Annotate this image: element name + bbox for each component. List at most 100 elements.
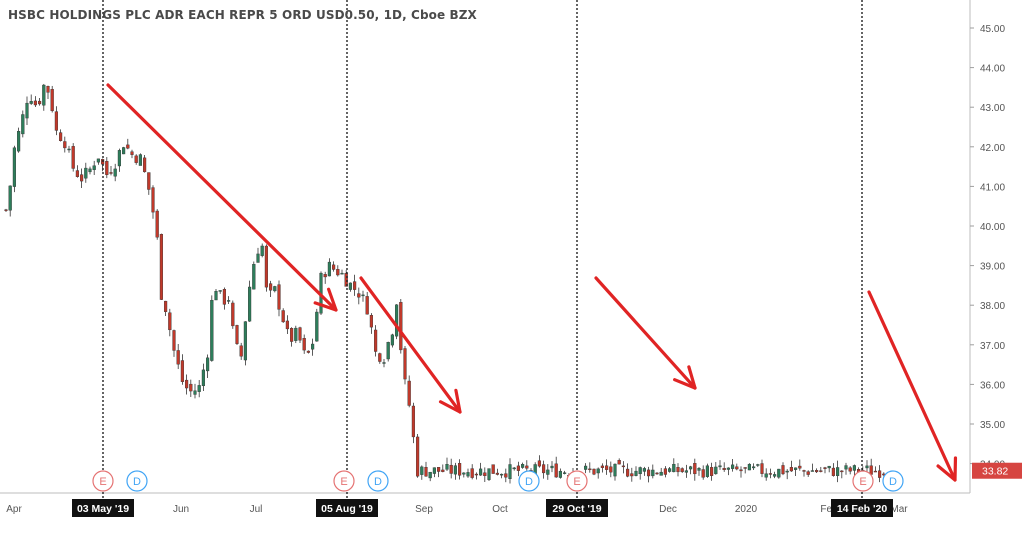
candle-body [848, 467, 852, 472]
candle-body [151, 187, 155, 213]
candle-body [71, 146, 75, 169]
candle-body [8, 185, 12, 211]
candle-body [768, 473, 772, 475]
candle-body [873, 470, 877, 473]
candle-body [588, 468, 592, 471]
candle-body [642, 468, 646, 472]
candle-body [214, 291, 218, 301]
candle-body [831, 467, 835, 476]
price-tick-label: 43.00 [980, 103, 1005, 114]
candle-body [231, 302, 235, 327]
candle-body [407, 380, 411, 406]
candle-body [794, 467, 798, 470]
candle-body [827, 465, 831, 469]
candle-body [663, 468, 667, 475]
price-tick-label: 41.00 [980, 182, 1005, 193]
candle-body [747, 463, 751, 471]
trend-arrow-line [594, 276, 697, 390]
candle-body [474, 473, 478, 476]
candle-body [697, 468, 701, 471]
earnings-marker[interactable] [92, 470, 114, 492]
event-date-label: 05 Aug '19 [321, 503, 373, 515]
dividend-marker-letter: D [374, 476, 382, 488]
earnings-marker[interactable] [852, 470, 874, 492]
candle-body [378, 353, 382, 362]
candle-body [327, 261, 331, 277]
candle-body [134, 155, 138, 163]
candle-body [357, 293, 361, 298]
dividend-marker-letter: D [525, 476, 533, 488]
candle-body [155, 210, 159, 238]
candle-body [4, 209, 8, 211]
candle-body [495, 472, 499, 475]
candle-body [630, 473, 634, 477]
candle-body [25, 102, 29, 119]
candle-body [96, 158, 100, 163]
candle-body [731, 464, 735, 469]
candle-body [781, 465, 785, 475]
candle-body [613, 463, 617, 477]
candle-body [374, 329, 378, 352]
candle-body [806, 471, 810, 475]
candle-body [651, 469, 655, 477]
dividend-marker[interactable] [126, 470, 148, 492]
candle-body [382, 362, 386, 364]
candle-body [33, 100, 37, 106]
candle-body [789, 467, 793, 472]
candle-body [722, 468, 726, 471]
candle-body [420, 466, 424, 475]
candle-body [521, 464, 525, 468]
candle-body [193, 390, 197, 395]
candle-body [252, 264, 256, 290]
trend-arrow-head [438, 388, 462, 414]
price-tick-label: 44.00 [980, 64, 1005, 75]
event-date-label: 14 Feb '20 [837, 503, 888, 515]
earnings-marker-letter: E [99, 476, 106, 488]
event-date-label: 29 Oct '19 [552, 503, 601, 515]
time-tick-label: Feb [820, 504, 838, 515]
candle-body [756, 464, 760, 466]
candle-body [121, 147, 126, 155]
candle-body [668, 468, 672, 472]
candle-body [487, 468, 491, 480]
candle-body [689, 466, 693, 470]
candle-body [290, 328, 294, 342]
candle-body [306, 350, 310, 353]
earnings-marker[interactable] [333, 470, 355, 492]
candle-body [600, 465, 604, 468]
candle-body [159, 233, 163, 300]
candle-body [542, 464, 546, 474]
candle-body [222, 288, 226, 305]
candle-body [42, 84, 46, 106]
earnings-marker-letter: E [573, 476, 580, 488]
dividend-marker[interactable] [518, 470, 540, 492]
candle-body [701, 469, 705, 478]
candle-body [655, 472, 659, 475]
candle-body [411, 405, 415, 438]
candle-body [92, 165, 96, 170]
trend-arrow-line [106, 83, 338, 312]
candle-body [105, 161, 109, 175]
candle-body [210, 299, 214, 361]
last-price-badge [972, 462, 1022, 479]
dividend-marker[interactable] [367, 470, 389, 492]
candle-body [760, 463, 764, 474]
time-tick-label: Jun [173, 504, 189, 515]
candle-body [390, 334, 394, 346]
candle-body [277, 284, 281, 310]
price-tick-label: 37.00 [980, 341, 1005, 352]
candle-body [537, 460, 541, 467]
candle-body [739, 469, 743, 472]
candle-body [659, 471, 663, 476]
candle-body [256, 253, 260, 263]
earnings-marker[interactable] [566, 470, 588, 492]
candle-body [264, 245, 268, 288]
time-tick-label: Sep [415, 504, 433, 515]
dividend-marker[interactable] [882, 470, 904, 492]
candle-body [403, 348, 407, 380]
time-tick-label: Apr [6, 504, 22, 515]
candle-body [844, 465, 848, 470]
candle-body [361, 294, 365, 297]
